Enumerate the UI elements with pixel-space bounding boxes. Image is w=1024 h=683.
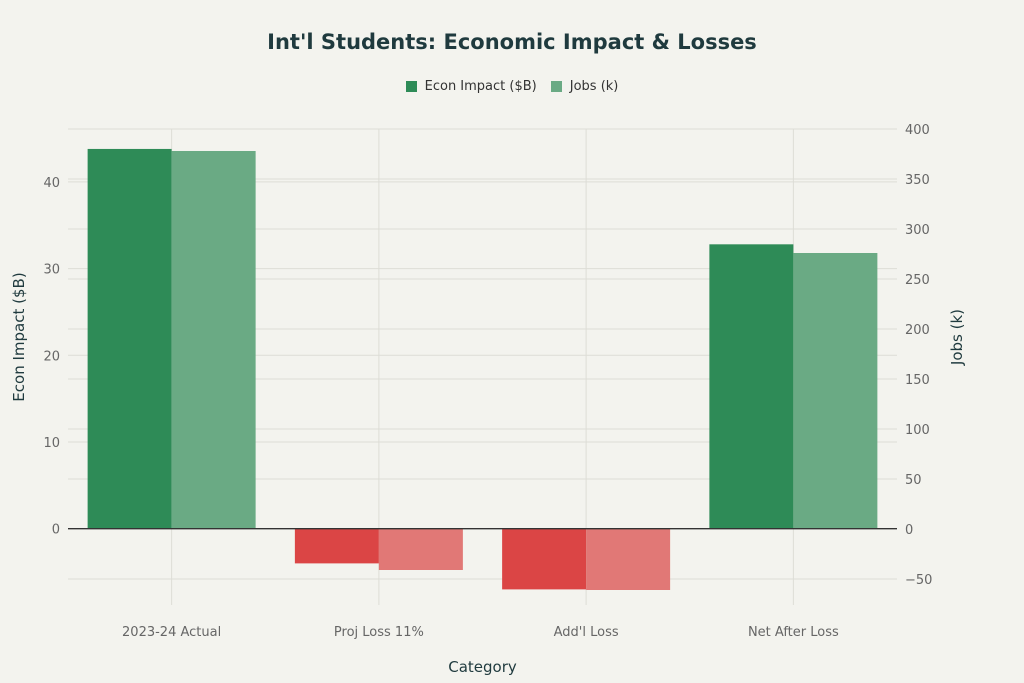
y-tick-label: 0 <box>52 523 60 538</box>
legend-label-jobs: Jobs (k) <box>569 79 619 94</box>
x-axis-title: Category <box>448 658 517 676</box>
bar-jobs <box>171 151 256 529</box>
chart-title: Int'l Students: Economic Impact & Losses <box>267 30 757 54</box>
y2-tick-label: 100 <box>905 423 930 438</box>
y-tick-label: 30 <box>43 263 60 278</box>
bar-jobs <box>793 253 878 529</box>
y2-axis-title: Jobs (k) <box>948 309 966 366</box>
x-tick-label: Add'l Loss <box>554 625 619 640</box>
y2-tick-label: 50 <box>905 473 922 488</box>
legend-swatch-econ <box>405 81 417 92</box>
y-axis-title: Econ Impact ($B) <box>10 272 28 401</box>
bar-econ-impact <box>709 244 794 529</box>
x-tick-label: Net After Loss <box>748 625 839 640</box>
y2-tick-label: 250 <box>905 273 930 288</box>
bar-econ-impact <box>87 148 172 529</box>
y2-tick-label: 200 <box>905 323 930 338</box>
y-tick-label: 10 <box>43 436 60 451</box>
legend-label-econ: Econ Impact ($B) <box>424 79 537 94</box>
y-tick-label: 20 <box>43 349 60 364</box>
y2-tick-label: 400 <box>905 123 930 138</box>
bar-econ-impact <box>502 528 587 590</box>
legend-item-econ[interactable]: Econ Impact ($B) <box>405 79 537 94</box>
legend-item-jobs[interactable]: Jobs (k) <box>550 79 619 94</box>
y2-tick-label: 0 <box>905 523 913 538</box>
x-tick-label: Proj Loss 11% <box>334 625 424 640</box>
y2-tick-label: 150 <box>905 373 930 388</box>
legend-swatch-jobs <box>550 81 562 92</box>
bar-jobs <box>378 529 463 570</box>
y-tick-label: 40 <box>43 176 60 191</box>
bar-econ-impact <box>294 528 379 564</box>
bar-jobs <box>586 529 671 590</box>
y2-tick-label: 350 <box>905 173 930 188</box>
legend: Econ Impact ($B) Jobs (k) <box>0 79 1024 94</box>
y2-tick-label: −50 <box>905 573 932 588</box>
x-tick-label: 2023-24 Actual <box>122 625 221 640</box>
y2-tick-label: 300 <box>905 223 930 238</box>
